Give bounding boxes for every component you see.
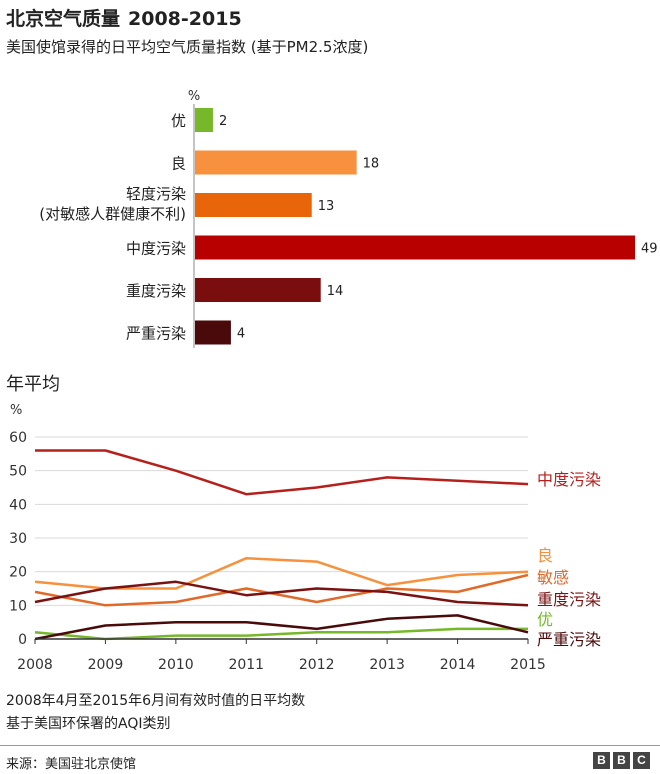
series-label: 良 (537, 546, 553, 565)
note-line-2: 基于美国环保署的AQI类别 (6, 716, 171, 732)
note-line-1: 2008年4月至2015年6月间有效时值的日平均数 (6, 693, 306, 709)
y-tick-label: 10 (9, 598, 27, 614)
series-line (35, 449, 529, 496)
y-tick-label: 20 (9, 565, 27, 581)
series-line (34, 573, 529, 607)
x-tick-label: 2008 (17, 657, 53, 673)
bar (195, 193, 312, 217)
bar-category-label: 中度污染 (126, 240, 186, 258)
y-tick-label: 60 (9, 430, 27, 446)
line-chart: % 0 10 20 30 40 50 60 2008 2009 2010 2011 2012 2013 20… (9, 403, 601, 673)
series-line (34, 580, 529, 607)
bar-value-label: 14 (327, 284, 344, 299)
footer-divider (0, 745, 660, 746)
series-label: 敏感 (537, 568, 569, 587)
chart-title-years: 2008-2015 (128, 8, 242, 30)
x-tick-label: 2013 (369, 657, 405, 673)
bar-value-label: 18 (363, 157, 380, 172)
x-tick-label: 2010 (158, 657, 194, 673)
y-tick-label: 30 (9, 531, 27, 547)
bar-value-label: 2 (219, 114, 227, 129)
bar (195, 150, 357, 175)
series-label: 重度污染 (537, 590, 601, 609)
source-text: 来源：美国驻北京使馆 (6, 757, 137, 772)
x-tick-label: 2011 (228, 657, 264, 673)
bar-category-label: 良 (171, 155, 186, 173)
bar (195, 278, 321, 302)
bar-category-label: (对敏感人群健康不利) (39, 205, 186, 223)
y-tick-label: 0 (18, 632, 27, 648)
x-tick-label: 2014 (440, 657, 476, 673)
bar-value-label: 4 (237, 327, 245, 342)
y-tick-label: 40 (9, 497, 27, 513)
y-tick-label: 50 (9, 464, 27, 480)
bar-value-label: 49 (641, 242, 658, 257)
x-tick-label: 2012 (299, 657, 335, 673)
bar-category-label: 轻度污染 (126, 185, 186, 203)
bar-value-label: 13 (318, 199, 335, 214)
x-tick-label: 2009 (88, 657, 124, 673)
chart-subtitle: 美国使馆录得的日平均空气质量指数 (基于PM2.5浓度) (6, 38, 369, 56)
bbc-logo-block: B (613, 752, 630, 769)
bbc-logo-block: B (593, 752, 610, 769)
bar-unit-label: % (188, 89, 200, 104)
bar (195, 320, 231, 345)
bar (195, 108, 213, 132)
bbc-logo: B B C (593, 752, 650, 769)
bar (195, 235, 635, 260)
series-line (34, 627, 528, 641)
line-y-axis-label: % (10, 403, 22, 418)
bbc-logo-block: C (633, 752, 650, 769)
x-tick-label: 2015 (510, 657, 546, 673)
line-chart-title: 年平均 (6, 374, 60, 395)
series-label: 优 (537, 610, 553, 629)
series-line (34, 556, 529, 590)
chart-title: 北京空气质量 2008-2015 (6, 4, 242, 31)
series-label: 中度污染 (537, 470, 601, 489)
series-line (34, 614, 529, 641)
chart-title-text: 北京空气质量 (6, 8, 121, 30)
bar-category-label: 优 (171, 112, 186, 130)
bar-category-label: 严重污染 (126, 325, 186, 343)
bar-category-label: 重度污染 (126, 282, 186, 300)
series-label: 严重污染 (537, 630, 601, 649)
bar-chart: % 2 优 18 良 13 轻度污染 (对敏感人群健康不利) 49 中度污染 14 重度污染 4 严重污染 (39, 89, 658, 348)
